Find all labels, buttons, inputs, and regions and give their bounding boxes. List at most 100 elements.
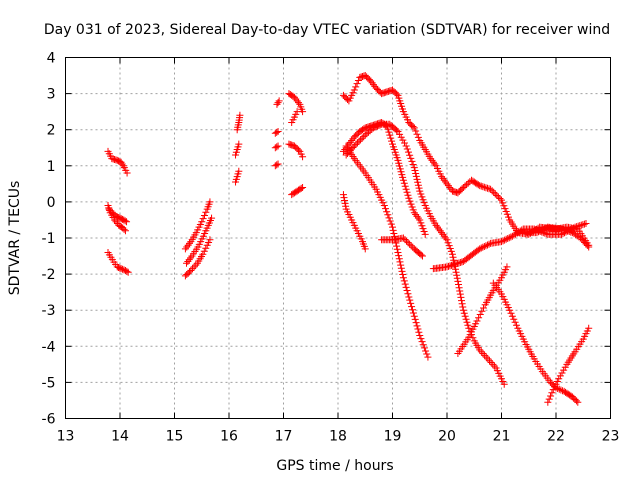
data-point [412, 169, 420, 177]
data-point [408, 157, 416, 165]
data-point [474, 181, 482, 189]
data-point [585, 243, 593, 251]
data-point [510, 315, 518, 323]
data-point [463, 181, 471, 189]
data-point [499, 199, 507, 207]
data-point [483, 184, 491, 192]
data-point [410, 209, 418, 217]
data-point [206, 198, 214, 206]
data-point [346, 138, 354, 146]
data-point [376, 121, 384, 129]
data-point [558, 369, 566, 377]
series-arc-28 [544, 324, 593, 406]
data-point [107, 207, 115, 215]
data-point [417, 335, 425, 343]
data-point [198, 218, 206, 226]
data-point [190, 263, 198, 271]
data-point [448, 250, 456, 258]
data-point [476, 311, 484, 319]
data-point [273, 161, 281, 169]
data-point [402, 283, 410, 291]
data-point [573, 223, 581, 231]
data-point [297, 184, 305, 192]
data-point [439, 174, 447, 182]
data-point [436, 227, 444, 235]
data-point [453, 274, 461, 282]
data-point [464, 321, 472, 329]
data-point [454, 277, 462, 285]
series-arc-1 [104, 147, 131, 177]
data-point [397, 168, 405, 176]
data-point [355, 137, 363, 145]
data-point [408, 203, 416, 211]
data-point [397, 264, 405, 272]
data-point [398, 267, 406, 275]
data-point [512, 321, 520, 329]
data-point [235, 140, 243, 148]
data-point [185, 239, 193, 247]
data-point [199, 215, 207, 223]
data-point [352, 140, 360, 148]
y-tick-label: 3 [47, 87, 56, 103]
data-point [117, 158, 125, 166]
data-point [411, 315, 419, 323]
data-point [273, 128, 281, 136]
data-point [554, 385, 562, 393]
data-point [398, 171, 406, 179]
data-point [443, 180, 451, 188]
data-point [464, 179, 472, 187]
data-point [480, 243, 488, 251]
data-point [407, 200, 415, 208]
data-point [403, 145, 411, 153]
series-arc-29 [522, 223, 593, 251]
data-point [406, 240, 414, 248]
data-point [442, 178, 450, 186]
data-point [403, 188, 411, 196]
data-point [353, 80, 361, 88]
data-point [476, 182, 484, 190]
data-point [420, 199, 428, 207]
data-point [414, 214, 422, 222]
data-point [397, 261, 405, 269]
data-point [387, 220, 395, 228]
data-point [574, 398, 582, 406]
data-point [404, 148, 412, 156]
data-point [484, 355, 492, 363]
data-point [202, 244, 210, 252]
data-point [439, 230, 447, 238]
x-tick-label: 22 [547, 429, 565, 445]
data-point [367, 77, 375, 85]
x-tick-label: 20 [438, 429, 456, 445]
data-point [539, 225, 547, 233]
data-point [548, 389, 556, 397]
data-point [292, 95, 300, 103]
data-point [506, 306, 514, 314]
data-point [487, 185, 495, 193]
data-point [447, 247, 455, 255]
data-point [511, 318, 519, 326]
data-point [564, 227, 572, 235]
data-point [562, 227, 570, 235]
series-arc-12 [271, 128, 282, 137]
data-point [411, 167, 419, 175]
x-tick-label: 19 [384, 429, 402, 445]
data-point [414, 178, 422, 186]
data-point [200, 247, 208, 255]
data-point [476, 245, 484, 253]
data-point [478, 307, 486, 315]
data-point [236, 111, 244, 119]
data-point [576, 222, 584, 230]
data-point [387, 134, 395, 142]
data-point [555, 375, 563, 383]
data-point [476, 346, 484, 354]
y-axis: -6 -5 -4 -3 -2 -1 0 1 2 3 4 [42, 51, 611, 428]
data-point [462, 315, 470, 323]
data-point [406, 296, 414, 304]
series-arc-14 [271, 160, 282, 170]
y-tick-label: 0 [47, 195, 56, 211]
data-point [414, 325, 422, 333]
data-point [507, 309, 515, 317]
data-point [181, 245, 189, 253]
data-point [417, 190, 425, 198]
data-point [502, 207, 510, 215]
